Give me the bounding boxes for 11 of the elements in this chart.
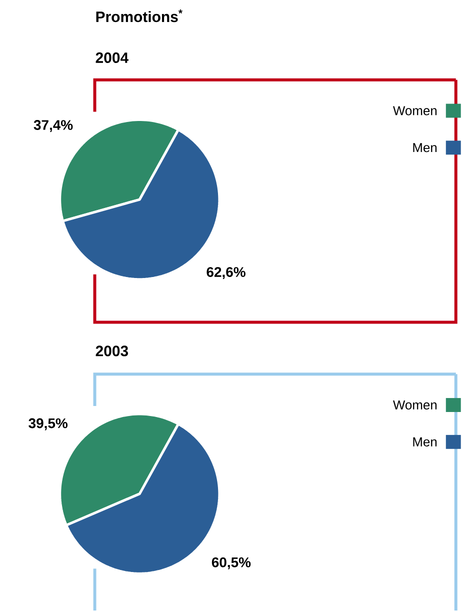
data-label: 37,4% bbox=[34, 120, 73, 132]
chart-title: 2003 bbox=[96, 346, 128, 356]
legend-label: Women bbox=[393, 106, 437, 116]
data-label: 60,5% bbox=[212, 557, 251, 570]
data-label: 62,6% bbox=[206, 267, 246, 279]
chart-title: Promotions$^{*}$ bbox=[96, 10, 183, 22]
legend-label: Men bbox=[413, 437, 437, 446]
legend-label: Women bbox=[393, 400, 437, 410]
chart-subtitle: 2004 bbox=[96, 52, 129, 63]
data-label: 39,5% bbox=[28, 418, 68, 430]
legend-label: Men bbox=[413, 143, 437, 152]
